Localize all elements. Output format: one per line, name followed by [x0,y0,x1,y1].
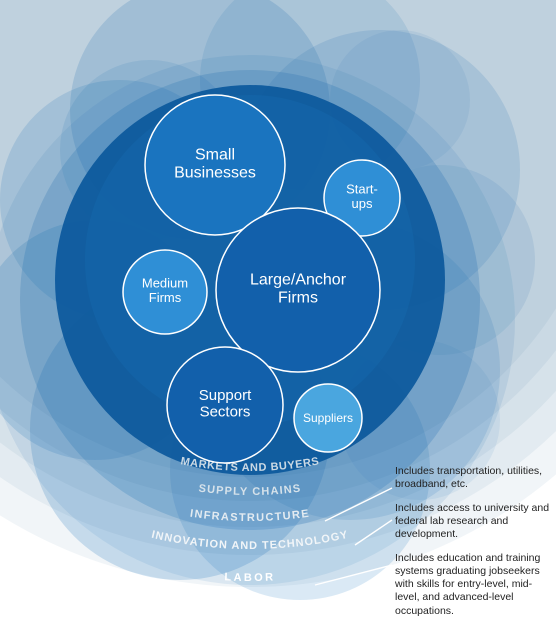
annotation-labor: Includes education and training systems … [395,552,550,618]
medium-firms-circle-label: MediumFirms [142,275,188,305]
suppliers-circle-label: Suppliers [303,411,353,425]
arc-label: LABOR [224,571,276,584]
support-sectors-circle-label: SupportSectors [199,387,252,421]
annotation-infrastructure: Includes transportation, utilities, broa… [395,465,550,491]
annotation-innovation: Includes access to university and federa… [395,502,550,541]
